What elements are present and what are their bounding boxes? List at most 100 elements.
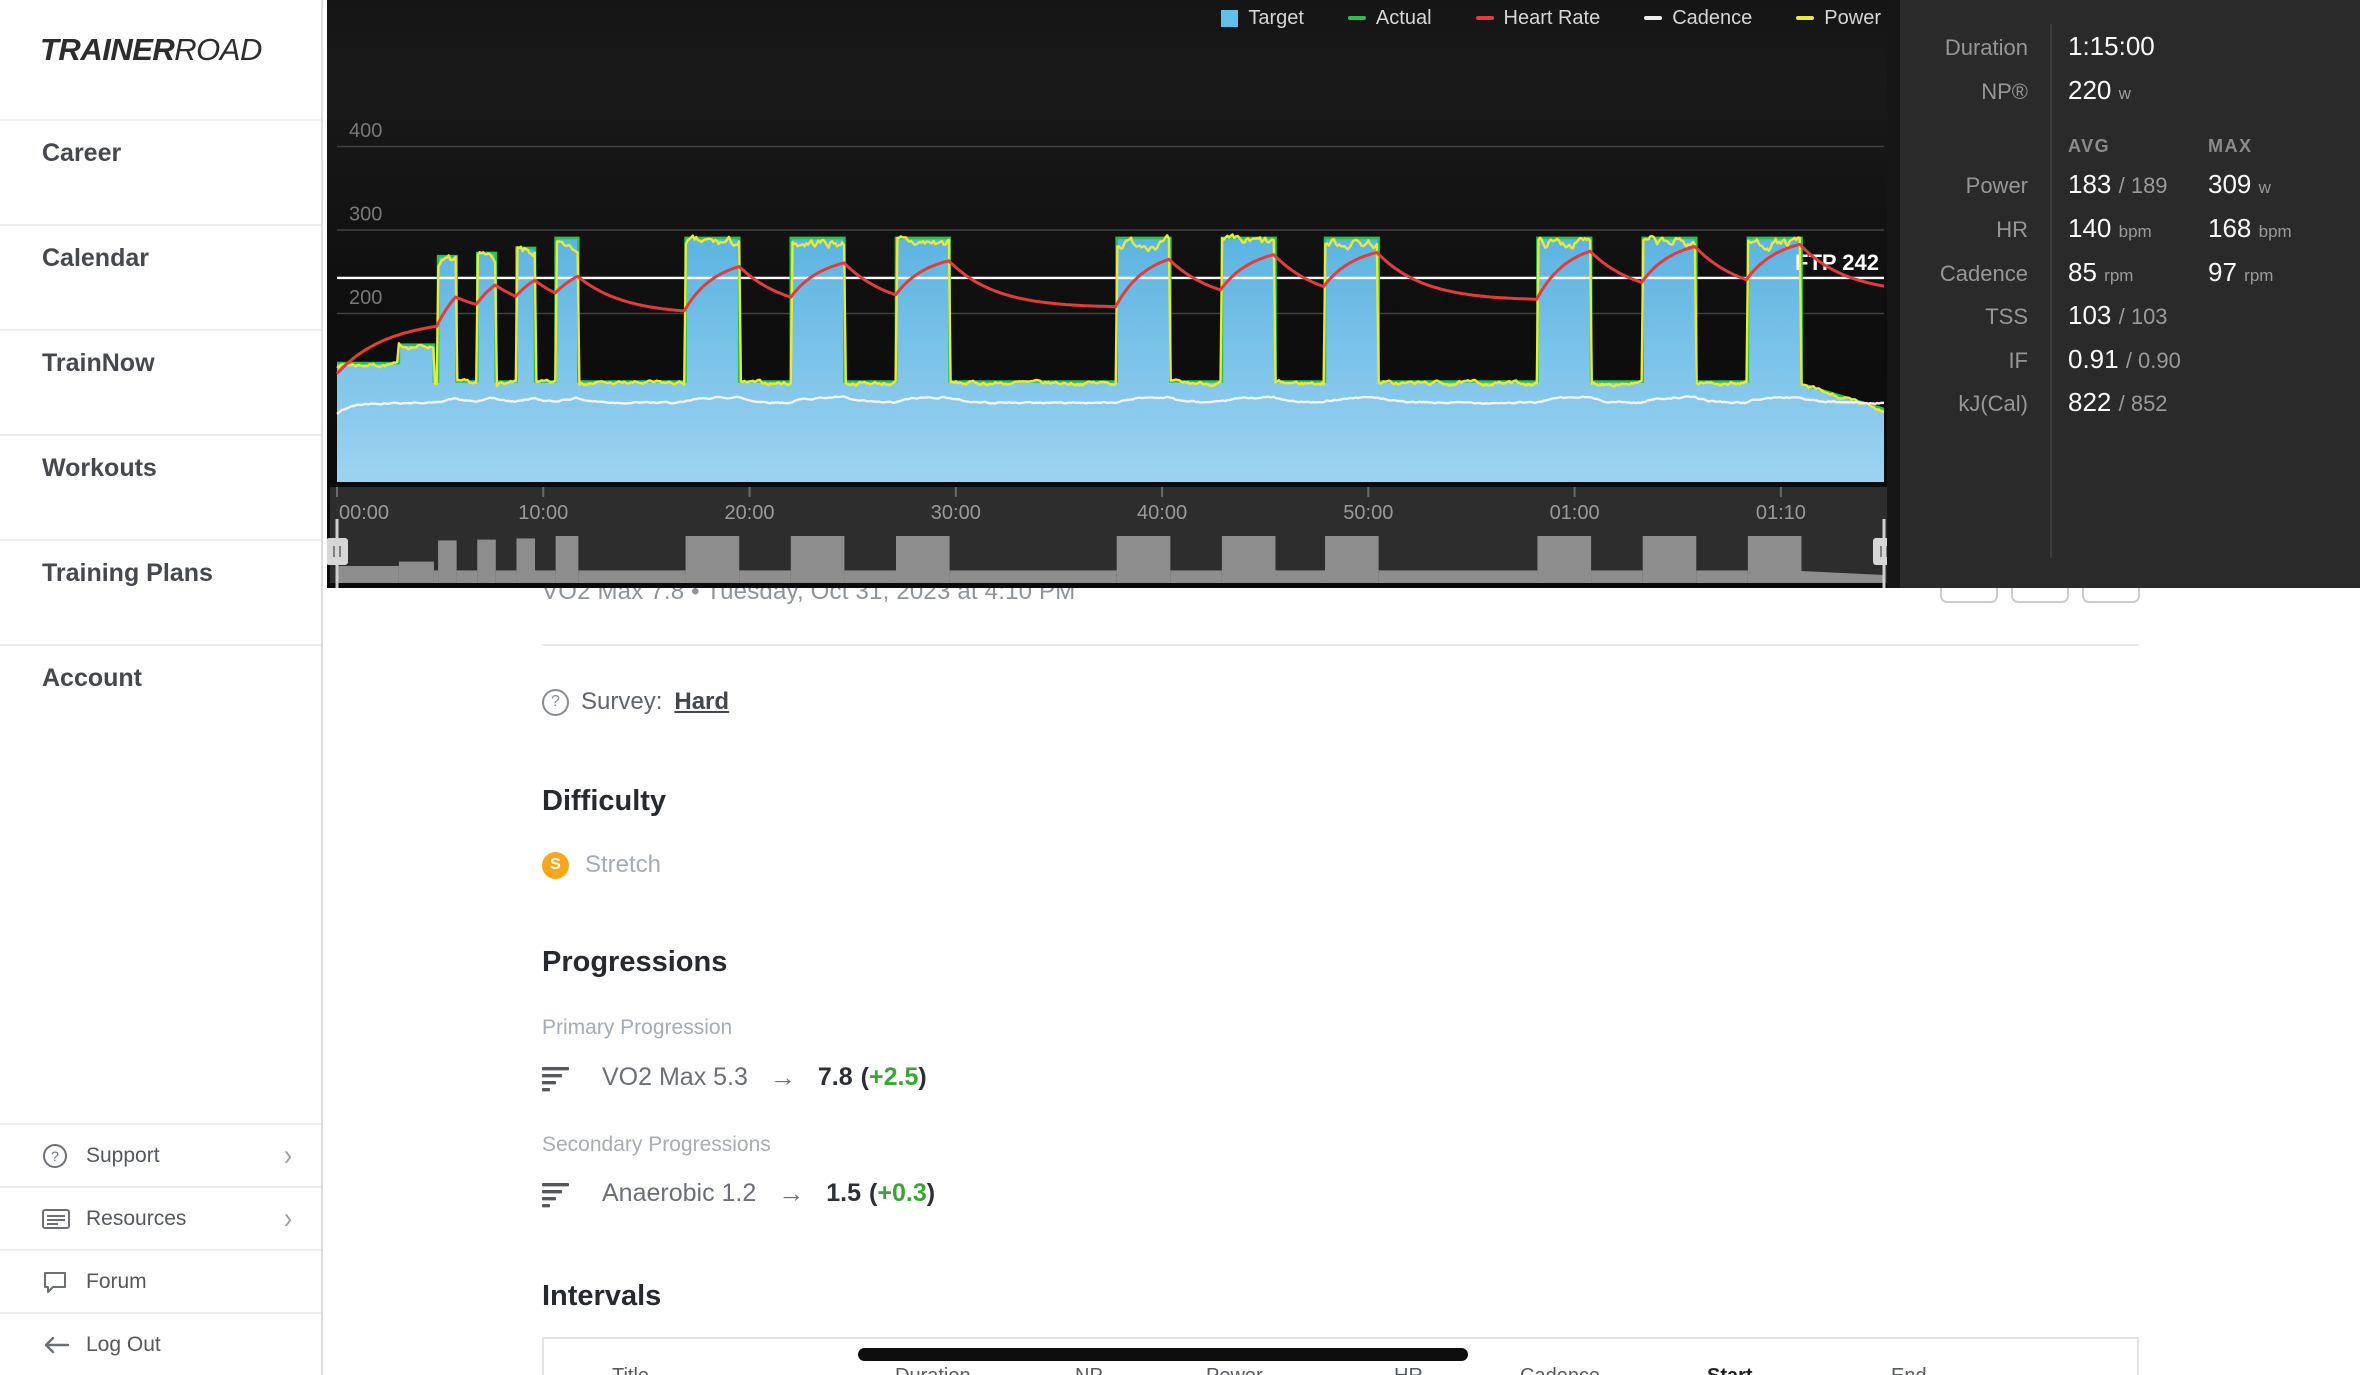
sidebar-item-log-out[interactable]: Log Out [0, 1312, 321, 1375]
max-header: MAX [2208, 136, 2253, 156]
progression-new-level: 7.8 [817, 1063, 853, 1091]
chevron-right-icon: › [284, 1138, 292, 1172]
stats-value-avg: 0.91 / 0.90 [2068, 344, 2181, 374]
stats-value-avg: 1:15:00 [2068, 31, 2155, 61]
legend-item-cadence[interactable]: Cadence [1644, 7, 1752, 30]
survey-value-link[interactable]: Hard [674, 688, 730, 715]
x-axis-label: 10:00 [518, 502, 568, 524]
x-axis-label: 20:00 [725, 502, 775, 524]
stats-row-duration: Duration 1:15:00 [1900, 31, 2360, 65]
intervals-table-scrollbar[interactable] [858, 1348, 1468, 1361]
news-icon [42, 1206, 72, 1232]
stats-label: Duration [1944, 35, 2028, 60]
intervals-column-cadence[interactable]: Cadence [1520, 1365, 1600, 1375]
stats-divider [2050, 24, 2052, 558]
chat-bubble-icon [42, 1269, 72, 1295]
intervals-column-title[interactable]: Title [612, 1365, 649, 1375]
stats-value-max: 168 bpm [2208, 213, 2292, 243]
sidebar-item-label: Support [86, 1143, 160, 1167]
legend-swatch-icon [1221, 9, 1239, 27]
stats-value-max: 97 rpm [2208, 257, 2274, 287]
sidebar-item-workouts[interactable]: Workouts [0, 434, 321, 539]
stats-row-np: NP® 220 w [1900, 75, 2360, 109]
workout-chart[interactable]: 400 300 200 FTP 242 00:00 10:00 20:00 30:00 40:0… [326, 0, 1895, 588]
stats-label: HR [1996, 217, 2028, 242]
help-circle-icon[interactable]: ? [542, 688, 569, 716]
legend-swatch-icon [1796, 16, 1815, 20]
svg-text:?: ? [51, 1148, 59, 1164]
intervals-column-end[interactable]: End [1891, 1365, 1927, 1375]
sidebar-item-calendar[interactable]: Calendar [0, 224, 321, 329]
trainerroad-logo[interactable]: TRAINERROAD [0, 0, 321, 68]
intervals-column-duration[interactable]: Duration [895, 1365, 971, 1375]
sidebar-utility: ? Support › Resources › Forum Log Out [0, 1123, 321, 1375]
secondary-progressions-label: Secondary Progressions [542, 1133, 771, 1156]
x-axis-label: 00:00 [339, 502, 389, 524]
sidebar-item-career[interactable]: Career [0, 119, 321, 224]
legend-item-heart-rate[interactable]: Heart Rate [1475, 6, 1601, 30]
legend-label: Target [1248, 6, 1304, 29]
intervals-column-hr[interactable]: HR [1394, 1365, 1423, 1375]
section-divider [542, 644, 2139, 646]
stats-row-tss: TSS 103 / 103 [1900, 300, 2360, 334]
chart-time-axis [330, 487, 1887, 527]
legend-item-target[interactable]: Target [1221, 7, 1304, 30]
intervals-table: Title Duration NP Power HR Cadence Start End [542, 1337, 2139, 1375]
stats-row-hr: HR 140 bpm 168 bpm [1900, 213, 2360, 247]
intervals-column-power[interactable]: Power [1206, 1365, 1263, 1375]
stats-row-power: Power 183 / 189 309 w [1900, 169, 2360, 203]
primary-progression-row: VO2 Max 5.3 → 7.8 (+2.5) [542, 1062, 927, 1093]
progression-delta: (+2.5) [860, 1063, 927, 1091]
intervals-column-start[interactable]: Start [1707, 1365, 1753, 1375]
legend-item-actual[interactable]: Actual [1347, 6, 1432, 30]
sidebar-item-account[interactable]: Account [0, 644, 321, 749]
stretch-badge-icon: S [542, 851, 569, 879]
intervals-heading: Intervals [542, 1280, 662, 1312]
sidebar-item-support[interactable]: ? Support › [0, 1123, 321, 1186]
primary-progression-label: Primary Progression [542, 1016, 733, 1039]
chevron-right-icon: › [284, 1201, 292, 1235]
x-axis-label: 50:00 [1343, 502, 1393, 524]
workout-stats-panel: AVG MAX Duration 1:15:00 NP® 220 w Power 183 … [1900, 0, 2360, 588]
x-axis-label: 01:10 [1756, 502, 1806, 524]
stats-label: kJ(Cal) [1958, 391, 2028, 416]
sidebar: TRAINERROAD Career Calendar TrainNow Workou… [0, 0, 323, 1375]
stats-value-avg: 103 / 103 [2068, 300, 2168, 330]
sidebar-item-training-plans[interactable]: Training Plans [0, 539, 321, 644]
legend-label: Cadence [1672, 6, 1753, 29]
scrub-handle-left[interactable] [326, 519, 348, 588]
stats-value-avg: 140 bpm [2068, 213, 2152, 243]
legend-label: Actual [1375, 6, 1432, 29]
legend-swatch-icon [1347, 16, 1366, 20]
sidebar-item-forum[interactable]: Forum [0, 1249, 321, 1312]
avg-header: AVG [2068, 136, 2111, 156]
workout-chart-panel: 400 300 200 FTP 242 00:00 10:00 20:00 30:00 40:0… [326, 0, 2360, 588]
legend-swatch-icon [1475, 16, 1494, 20]
heart-rate-line [335, 242, 1885, 375]
arrow-right-icon: → [769, 1062, 796, 1092]
difficulty-row: S Stretch [542, 851, 661, 879]
progression-name: VO2 Max 5.3 [602, 1063, 748, 1091]
survey-label: Survey: [581, 688, 663, 715]
legend-item-power[interactable]: Power [1796, 7, 1881, 30]
stats-row-kjcal: kJ(Cal) 822 / 852 [1900, 387, 2360, 421]
arrow-right-icon: → [778, 1178, 805, 1208]
stats-avg-max-header: AVG MAX [1900, 136, 2360, 160]
intervals-column-np[interactable]: NP [1075, 1365, 1103, 1375]
levels-icon [542, 1064, 574, 1092]
x-axis-label: 01:00 [1550, 502, 1600, 524]
sidebar-item-trainnow[interactable]: TrainNow [0, 329, 321, 434]
stats-label: TSS [1985, 304, 2028, 329]
stats-value-avg: 822 / 852 [2068, 387, 2168, 417]
stats-label: NP® [1981, 79, 2028, 104]
stats-value-avg: 220 w [2068, 75, 2131, 105]
stats-value-max: 309 w [2208, 169, 2271, 199]
sidebar-item-resources[interactable]: Resources › [0, 1186, 321, 1249]
logo-road: ROAD [174, 32, 262, 67]
sidebar-item-label: Forum [86, 1269, 147, 1293]
stats-label: Cadence [1939, 261, 2028, 286]
legend-label: Heart Rate [1503, 6, 1601, 29]
difficulty-label: Stretch [585, 851, 662, 878]
chart-legend: Target Actual Heart Rate Cadence Power [327, 0, 1881, 36]
chart-stats-gap [1887, 0, 1900, 588]
